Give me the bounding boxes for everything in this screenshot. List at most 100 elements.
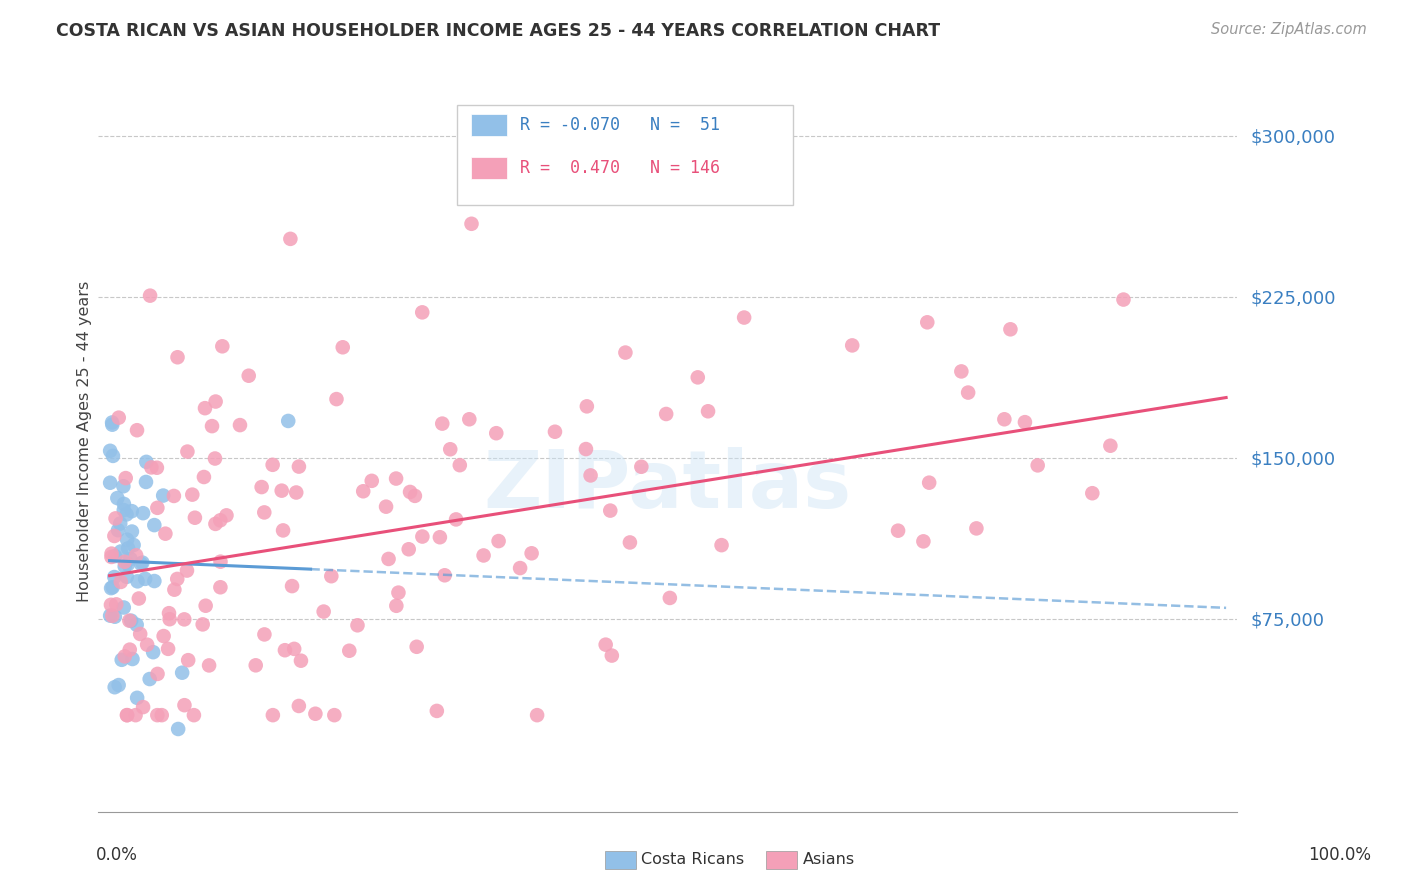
Point [101, 580, 124, 594]
Point [325, 392, 347, 406]
Point [150, 708, 173, 723]
Point [444, 512, 467, 526]
Point [173, 612, 195, 626]
Point [399, 485, 422, 500]
Point [993, 412, 1015, 426]
Point [841, 338, 863, 352]
Point [485, 426, 508, 441]
Point [129, 627, 152, 641]
Point [100, 581, 122, 595]
Point [426, 704, 449, 718]
Point [377, 552, 399, 566]
Point [375, 500, 398, 514]
Point [134, 572, 156, 586]
Point [167, 722, 190, 736]
Point [101, 417, 124, 432]
Point [595, 638, 617, 652]
Point [433, 568, 456, 582]
Point [115, 508, 138, 522]
Point [146, 460, 169, 475]
Point [115, 570, 138, 584]
Point [733, 310, 755, 325]
Point [655, 407, 678, 421]
Point [98, 443, 121, 458]
Point [110, 544, 132, 558]
Point [139, 288, 162, 302]
Point [136, 638, 159, 652]
Point [125, 423, 148, 437]
Bar [471, 156, 508, 178]
Point [387, 585, 409, 599]
Point [460, 217, 482, 231]
Point [124, 708, 146, 723]
Point [245, 658, 267, 673]
Point [132, 506, 155, 520]
Point [117, 557, 139, 571]
Point [111, 653, 134, 667]
Point [211, 339, 233, 353]
Point [129, 557, 152, 571]
Point [337, 644, 360, 658]
Point [686, 370, 709, 384]
Point [98, 608, 121, 623]
Point [121, 524, 143, 539]
Point [142, 645, 165, 659]
Point [141, 460, 163, 475]
Point [439, 442, 461, 457]
Point [229, 418, 252, 433]
Point [1000, 322, 1022, 336]
Point [100, 598, 122, 612]
Point [115, 708, 138, 723]
Point [127, 690, 149, 705]
Point [209, 555, 232, 569]
Point [658, 591, 681, 605]
Point [575, 442, 598, 456]
Point [697, 404, 720, 418]
Point [131, 556, 153, 570]
Point [281, 579, 304, 593]
Point [599, 503, 621, 517]
Point [1081, 486, 1104, 500]
Point [488, 534, 510, 549]
Point [101, 416, 124, 430]
Point [146, 708, 169, 723]
Text: Source: ZipAtlas.com: Source: ZipAtlas.com [1211, 22, 1367, 37]
Point [155, 526, 177, 541]
Point [323, 708, 346, 723]
Point [285, 485, 308, 500]
Point [114, 649, 136, 664]
Point [135, 455, 157, 469]
Point [163, 582, 186, 597]
Point [312, 605, 335, 619]
Point [146, 500, 169, 515]
Point [112, 600, 135, 615]
Point [104, 680, 127, 694]
Point [183, 708, 205, 723]
Point [120, 552, 142, 566]
Point [509, 561, 531, 575]
Point [104, 511, 127, 525]
Point [138, 672, 160, 686]
Point [630, 459, 652, 474]
Point [159, 612, 181, 626]
Point [114, 555, 136, 569]
Point [385, 471, 408, 485]
Point [429, 530, 451, 544]
Point [520, 546, 543, 560]
Point [277, 414, 299, 428]
Point [957, 385, 980, 400]
Point [918, 475, 941, 490]
Point [101, 449, 124, 463]
Point [321, 569, 343, 583]
Text: 100.0%: 100.0% [1308, 846, 1371, 863]
Point [184, 510, 207, 524]
Point [360, 474, 382, 488]
Point [173, 698, 195, 713]
Point [398, 542, 420, 557]
Point [177, 653, 200, 667]
Point [118, 642, 141, 657]
Point [288, 459, 311, 474]
Point [271, 524, 294, 538]
Point [143, 518, 166, 533]
Point [105, 598, 128, 612]
